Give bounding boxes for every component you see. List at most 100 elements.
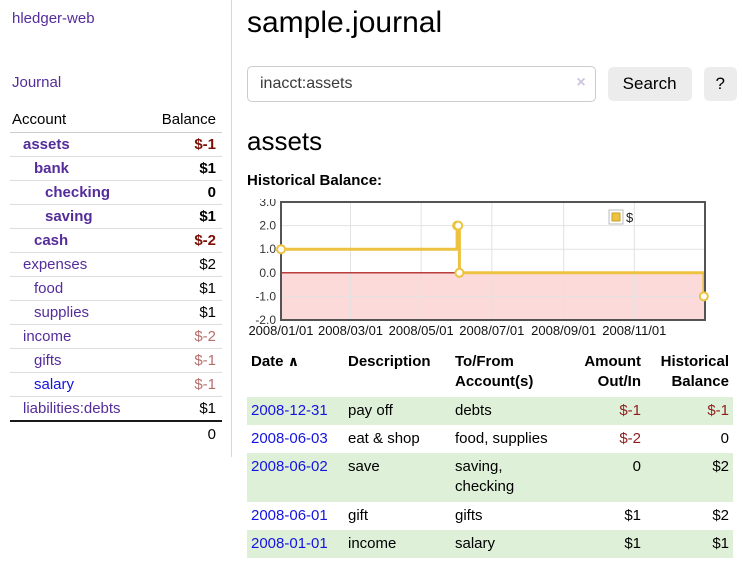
accounts-total-balance: 0: [145, 420, 222, 447]
y-tick-label: 1.0: [259, 242, 276, 256]
account-link-bank[interactable]: bank: [34, 160, 70, 177]
account-row: supplies $1: [10, 300, 222, 325]
accounts-table: Account Balance assets $-1 bank $1 checking 0…: [10, 108, 222, 447]
account-row: saving $1: [10, 204, 222, 229]
amount-cell: $-2: [619, 429, 641, 447]
account-row: salary $-1: [10, 372, 222, 397]
accounts-total-spacer: [10, 420, 146, 447]
transaction-date-link[interactable]: 2008-06-02: [251, 458, 328, 475]
accounts-cell: food, supplies: [455, 429, 548, 447]
balance-cell: $-1: [707, 401, 729, 419]
register-row: 2008-01-01 income salary $1 $1: [247, 529, 733, 558]
main-content: sample.journal × Search ? assets Histori…: [247, 0, 737, 558]
transaction-date-link[interactable]: 2008-06-01: [251, 506, 328, 524]
data-point-marker: [276, 244, 286, 255]
y-tick-label: 2.0: [259, 219, 276, 233]
register-row: 2008-12-31 pay off debts $-1 $-1: [247, 396, 733, 425]
account-row: liabilities:debts $1: [10, 396, 222, 422]
account-name-cell: liabilities:debts: [10, 396, 146, 422]
register-row: 2008-06-01 gift gifts $1 $2: [247, 502, 733, 530]
help-button[interactable]: ?: [703, 67, 737, 101]
x-tick-label: 2008/09/01: [531, 323, 596, 338]
search-form: × Search ?: [247, 66, 737, 102]
account-balance: $2: [145, 252, 222, 277]
account-row: food $1: [10, 276, 222, 301]
accounts-cell: saving, checking: [455, 458, 515, 496]
account-balance: $1: [145, 276, 222, 301]
account-balance: $-2: [145, 228, 222, 253]
y-tick-label: -1.0: [255, 289, 276, 303]
journal-nav-link[interactable]: Journal: [12, 74, 62, 91]
account-link-checking[interactable]: checking: [45, 184, 111, 201]
account-heading: assets: [247, 126, 323, 156]
account-link-saving[interactable]: saving: [45, 208, 93, 225]
account-link-salary[interactable]: salary: [34, 376, 75, 393]
balance-cell: $1: [712, 534, 729, 552]
account-balance: $-1: [145, 348, 222, 373]
register-table: Date ∧ Description To/From Account(s) Am…: [247, 348, 733, 558]
register-row: 2008-06-02 save saving, checking 0 $2: [247, 453, 733, 502]
search-input[interactable]: [247, 66, 596, 102]
description-cell: eat & shop: [348, 429, 420, 447]
account-balance: 0: [145, 180, 222, 205]
account-link-income[interactable]: income: [23, 328, 72, 345]
hledger-web-page: hledger-web Journal Account Balance asse…: [0, 0, 737, 558]
y-tick-label: -2.0: [255, 313, 276, 327]
account-balance: $1: [145, 396, 222, 422]
y-tick-label: 3.0: [259, 199, 276, 209]
x-tick-label: 2008/01/01: [248, 323, 313, 338]
col-header-date[interactable]: Date ∧: [247, 348, 344, 397]
account-name-cell: assets: [10, 132, 146, 157]
accounts-header-balance: Balance: [145, 108, 222, 133]
amount-cell: 0: [632, 458, 641, 475]
col-header-description: Description: [348, 353, 431, 370]
account-name-cell: food: [10, 276, 146, 301]
sidebar: hledger-web Journal Account Balance asse…: [0, 0, 232, 457]
amount-cell: $-1: [619, 401, 641, 419]
account-row: cash $-2: [10, 228, 222, 253]
account-name-cell: cash: [10, 228, 146, 253]
account-name-cell: salary: [10, 372, 146, 397]
balance-cell: $2: [712, 506, 729, 524]
page-title: sample.journal: [247, 6, 443, 39]
account-row: income $-2: [10, 324, 222, 349]
app-title-link[interactable]: hledger-web: [12, 10, 95, 27]
date-cell: 2008-06-03: [247, 425, 344, 453]
description-cell: save: [348, 458, 380, 475]
chart-title: Historical Balance:: [247, 172, 383, 189]
col-header-amount: Amount Out/In: [584, 353, 641, 391]
plot-border: [280, 201, 706, 321]
account-row: bank $1: [10, 156, 222, 181]
account-link-liabilities-debts[interactable]: liabilities:debts: [23, 400, 121, 417]
account-row: gifts $-1: [10, 348, 222, 373]
transaction-date-link[interactable]: 2008-01-01: [251, 534, 328, 552]
transaction-date-link[interactable]: 2008-12-31: [251, 401, 328, 419]
register-header-row: Date ∧ Description To/From Account(s) Am…: [247, 348, 733, 397]
accounts-header-row: Account Balance: [10, 108, 222, 133]
accounts-cell: gifts: [455, 506, 483, 524]
y-tick-label: 0.0: [259, 266, 276, 280]
clear-search-icon[interactable]: ×: [576, 74, 586, 91]
date-cell: 2008-06-02: [247, 453, 344, 502]
date-cell: 2008-06-01: [247, 502, 344, 530]
account-link-food[interactable]: food: [34, 280, 64, 297]
account-balance: $1: [145, 156, 222, 181]
accounts-cell: debts: [455, 401, 492, 419]
account-link-gifts[interactable]: gifts: [34, 352, 62, 369]
search-button[interactable]: Search: [607, 67, 692, 101]
account-balance: $-1: [145, 132, 222, 157]
data-point-marker: [453, 220, 464, 231]
x-tick-label: 2008/03/01: [318, 323, 383, 338]
register-row: 2008-06-03 eat & shop food, supplies $-2 0: [247, 425, 733, 453]
sort-ascending-icon: ∧: [287, 353, 300, 369]
x-tick-label: 2008/05/01: [389, 323, 454, 338]
account-link-assets[interactable]: assets: [23, 136, 70, 153]
account-balance: $1: [145, 204, 222, 229]
account-row: assets $-1: [10, 132, 222, 157]
account-link-supplies[interactable]: supplies: [34, 304, 90, 321]
transaction-date-link[interactable]: 2008-06-03: [251, 429, 328, 447]
account-link-expenses[interactable]: expenses: [23, 256, 88, 273]
account-link-cash[interactable]: cash: [34, 232, 69, 249]
accounts-total-row: 0: [10, 420, 222, 447]
